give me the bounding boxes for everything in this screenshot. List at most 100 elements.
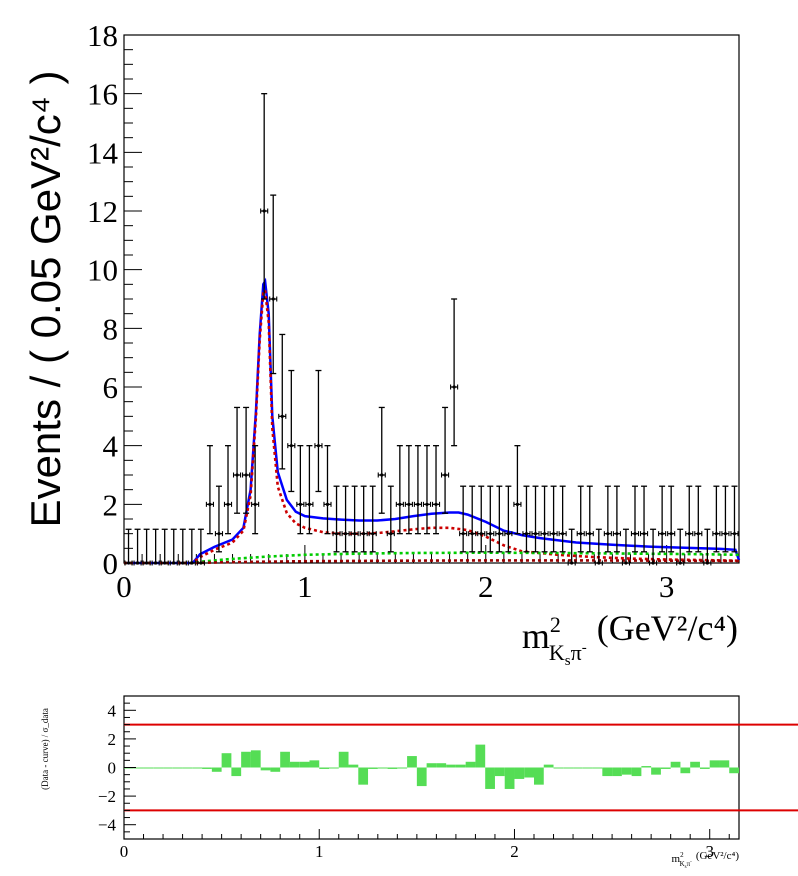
data-point bbox=[431, 445, 441, 535]
main-x-axis-label: m2 Ksπ- (GeV²/c⁴) bbox=[522, 608, 738, 669]
main-x-tick-label: 2 bbox=[478, 569, 494, 604]
data-point bbox=[639, 485, 649, 553]
data-point bbox=[178, 528, 187, 566]
residual-x-tick-label: 1 bbox=[315, 842, 324, 861]
data-point bbox=[404, 445, 413, 535]
residual-bar bbox=[299, 761, 310, 768]
data-point bbox=[196, 528, 205, 566]
data-point bbox=[594, 528, 603, 566]
data-point bbox=[187, 528, 196, 566]
main-y-tick-label: 8 bbox=[103, 311, 119, 346]
residual-bar bbox=[465, 761, 476, 768]
data-point bbox=[513, 445, 522, 535]
residual-bar bbox=[563, 767, 574, 769]
data-point bbox=[703, 528, 712, 566]
main-y-tick-label: 18 bbox=[87, 18, 118, 53]
residual-tick-labels: −4 −2 0 2 4 0 1 2 3 bbox=[98, 701, 714, 861]
res-x-label-units: (GeV²/c⁴) bbox=[696, 850, 740, 862]
residual-bar bbox=[719, 760, 730, 768]
residual-bar bbox=[377, 767, 388, 769]
data-point bbox=[251, 445, 260, 535]
residual-bar bbox=[241, 751, 251, 768]
data-point bbox=[676, 528, 685, 566]
data-point bbox=[422, 445, 432, 535]
residual-x-tick-label: 3 bbox=[705, 842, 714, 861]
residual-bar bbox=[475, 744, 486, 768]
data-point bbox=[585, 485, 594, 553]
data-point bbox=[359, 485, 368, 553]
residual-bar bbox=[426, 763, 437, 768]
data-point bbox=[540, 485, 549, 553]
main-x-label-sup: 2 bbox=[550, 612, 561, 637]
data-point bbox=[260, 93, 269, 300]
data-point bbox=[667, 485, 676, 553]
data-point bbox=[341, 485, 350, 553]
residual-bar bbox=[534, 767, 544, 785]
residual-bar bbox=[407, 756, 417, 768]
residual-bar bbox=[250, 750, 261, 768]
data-point bbox=[223, 445, 233, 535]
residual-bar bbox=[582, 767, 593, 769]
res-x-label-sub-sup: - bbox=[690, 860, 692, 865]
data-point bbox=[386, 485, 395, 553]
main-y-tick-label: 2 bbox=[103, 487, 119, 522]
residual-bar bbox=[358, 767, 369, 785]
data-point bbox=[395, 445, 404, 535]
data-point bbox=[730, 485, 739, 553]
data-point bbox=[169, 528, 178, 566]
fit-curve-background bbox=[124, 551, 740, 565]
data-point bbox=[477, 485, 486, 553]
main-plot-frame bbox=[123, 34, 740, 564]
residual-bar bbox=[397, 767, 408, 769]
main-y-tick-label: 4 bbox=[103, 429, 119, 464]
data-point bbox=[468, 485, 477, 553]
data-point bbox=[612, 485, 621, 553]
residual-bar bbox=[348, 764, 359, 768]
residual-bar bbox=[631, 767, 642, 777]
data-point bbox=[567, 528, 576, 566]
res-x-label-sub-main: K bbox=[680, 860, 685, 868]
residual-bar bbox=[573, 767, 583, 769]
data-point bbox=[305, 445, 314, 535]
data-point bbox=[721, 485, 730, 553]
residual-bar bbox=[621, 767, 632, 775]
residual-x-tick-label: 2 bbox=[510, 842, 519, 861]
residual-y-tick-label: 2 bbox=[108, 730, 117, 749]
residual-x-tick-label: 0 bbox=[120, 842, 129, 861]
main-x-label-sub-main: K bbox=[549, 640, 565, 665]
residual-bar bbox=[182, 767, 193, 769]
data-point bbox=[658, 485, 667, 553]
data-point bbox=[549, 485, 558, 553]
data-point bbox=[214, 485, 224, 553]
data-point bbox=[133, 528, 142, 566]
main-x-tick-label: 1 bbox=[297, 569, 313, 604]
main-axis-ticks bbox=[123, 34, 740, 564]
residual-bar bbox=[270, 767, 281, 772]
residual-bar bbox=[729, 767, 739, 774]
residual-bar bbox=[387, 767, 398, 769]
res-x-label-base: m bbox=[672, 853, 681, 865]
res-x-label-sub-tail: π bbox=[687, 860, 691, 868]
data-point bbox=[685, 485, 694, 553]
residual-bar bbox=[524, 767, 534, 778]
data-point bbox=[323, 445, 332, 535]
data-point bbox=[269, 194, 278, 375]
data-point bbox=[504, 485, 513, 553]
data-point bbox=[522, 485, 531, 553]
residual-bar bbox=[329, 767, 339, 769]
main-y-tick-label: 14 bbox=[87, 135, 119, 170]
residual-bar bbox=[699, 767, 710, 769]
data-point bbox=[368, 485, 377, 553]
main-y-tick-label: 16 bbox=[87, 77, 118, 112]
res-x-label-sub-sub: s bbox=[685, 865, 687, 870]
residual-bar bbox=[543, 764, 554, 768]
main-fit-curves bbox=[124, 277, 741, 565]
residual-bar bbox=[485, 767, 495, 789]
residual-bar bbox=[494, 767, 505, 777]
residual-bar bbox=[192, 767, 203, 769]
residual-y-tick-label: 4 bbox=[108, 701, 117, 720]
residual-bar bbox=[680, 767, 691, 774]
data-point bbox=[450, 298, 459, 447]
main-x-label-base: m bbox=[522, 616, 550, 656]
